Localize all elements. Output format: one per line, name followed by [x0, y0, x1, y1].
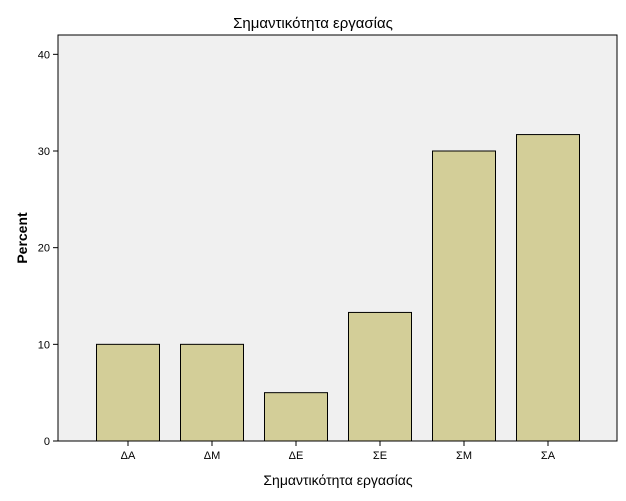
x-tick-label: ΣΑ [541, 450, 556, 462]
x-tick-label: ΣΕ [373, 450, 387, 462]
chart-title: Σημαντικότητα εργασίας [233, 15, 393, 32]
bar-2 [264, 392, 328, 442]
bar-5 [516, 134, 580, 442]
bar-0 [96, 343, 160, 442]
bar-3 [348, 311, 412, 442]
x-tick-label: ΔΕ [289, 450, 304, 462]
y-axis-label: Percent [14, 212, 30, 264]
y-tick-label: 40 [38, 49, 50, 61]
bar-4 [432, 150, 496, 442]
x-tick-label: ΔΜ [204, 450, 221, 462]
y-axis: 0 10 20 30 40 [38, 49, 58, 448]
x-axis-label: Σημαντικότητα εργασίας [263, 472, 412, 488]
y-tick-label: 20 [38, 243, 50, 255]
bar-1 [180, 343, 244, 442]
y-tick-label: 30 [38, 146, 50, 158]
y-tick-label: 10 [38, 339, 50, 351]
x-tick-label: ΣΜ [456, 450, 472, 462]
y-tick-label: 0 [44, 436, 50, 448]
x-tick-label: ΔΑ [121, 450, 136, 462]
bars [96, 134, 580, 442]
x-axis: ΔΑ ΔΜ ΔΕ ΣΕ ΣΜ ΣΑ [121, 441, 556, 462]
